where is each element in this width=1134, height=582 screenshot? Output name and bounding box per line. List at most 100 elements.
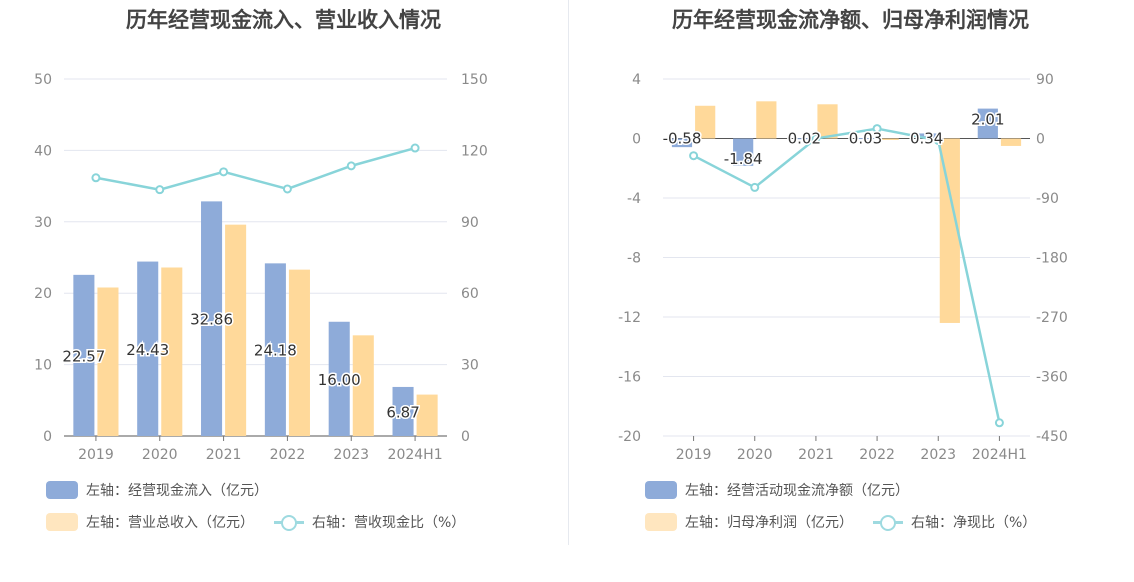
- x-axis-tick-label: 2020: [737, 447, 773, 463]
- legend-line-icon: [274, 513, 304, 531]
- x-axis-tick-label: 2019: [676, 447, 712, 463]
- legend-swatch-orange: [46, 513, 78, 531]
- x-axis-tick-label: 2021: [206, 447, 242, 463]
- legend-swatch-blue: [645, 481, 677, 499]
- right-legend-row-2: 左轴：归母净利润（亿元） 右轴：净现比（%）: [645, 512, 1056, 532]
- left-chart-panel: 历年经营现金流入、营业收入情况 0 0 10 30 20 60 30 90 40 120 50 150…: [34, 8, 488, 532]
- right-axis-tick-label: 30: [461, 358, 479, 374]
- right-axis-tick-label: -180: [1036, 251, 1068, 267]
- bar-primary: [977, 108, 998, 139]
- right-axis-tick-label: -90: [1036, 191, 1059, 207]
- bar-primary: [328, 321, 350, 436]
- bar-secondary: [695, 105, 716, 139]
- bar-secondary: [288, 269, 310, 436]
- line-point: [346, 161, 356, 171]
- left-axis-tick-label: -12: [618, 310, 641, 326]
- series-line: [95, 146, 416, 191]
- line-point: [155, 185, 165, 195]
- left-axis-tick-label: 4: [632, 72, 641, 88]
- legend-item[interactable]: 左轴：营业总收入（亿元）: [46, 512, 254, 532]
- legend-line-icon: [873, 513, 903, 531]
- left-axis-tick-label: 10: [34, 358, 52, 374]
- bar-secondary: [97, 287, 119, 436]
- line-point: [994, 418, 1004, 428]
- line-point: [750, 182, 760, 192]
- legend-item[interactable]: 左轴：归母净利润（亿元）: [645, 512, 853, 532]
- left-axis-tick-label: 0: [43, 429, 52, 445]
- right-chart-title: 历年经营现金流净额、归母净利润情况: [672, 8, 1029, 32]
- legend-item[interactable]: 右轴：净现比（%）: [873, 512, 1036, 532]
- right-axis-tick-label: 60: [461, 286, 479, 302]
- line-point: [933, 135, 943, 145]
- x-axis-tick-label: 2020: [142, 447, 178, 463]
- right-chart-svg: -20 -450 -16 -360 -12 -270 -8 -180 -4 -90 0 0 4 90 201…: [618, 72, 1068, 463]
- bar-primary: [73, 274, 95, 436]
- left-chart-svg: 0 0 10 30 20 60 30 90 40 120 50 150 2019 2020 2021 2022…: [34, 72, 488, 463]
- data-label: -1.84: [724, 150, 763, 168]
- bar-secondary: [416, 394, 438, 436]
- data-label: 24.18: [254, 342, 297, 360]
- bar-primary: [794, 138, 815, 140]
- left-legend-row-2: 左轴：营业总收入（亿元） 右轴：营收现金比（%）: [46, 512, 485, 532]
- legend-swatch-orange: [645, 513, 677, 531]
- right-axis-tick-label: -450: [1036, 429, 1068, 445]
- bar-secondary: [161, 267, 183, 436]
- right-legend-row-1: 左轴：经营活动现金流净额（亿元）: [645, 480, 929, 500]
- legend-item[interactable]: 右轴：营收现金比（%）: [274, 512, 465, 532]
- line-point: [410, 143, 420, 153]
- bar-primary: [201, 201, 223, 436]
- bar-secondary: [352, 335, 374, 436]
- left-axis-tick-label: -8: [627, 251, 641, 267]
- bar-secondary: [756, 101, 777, 139]
- bar-secondary: [878, 138, 899, 140]
- legend-label: 右轴：营收现金比（%）: [312, 515, 466, 531]
- data-label: 24.43: [126, 341, 169, 359]
- x-axis-tick-label: 2021: [798, 447, 834, 463]
- legend-item[interactable]: 左轴：经营活动现金流净额（亿元）: [645, 480, 909, 500]
- bar-primary: [671, 138, 693, 148]
- right-axis-tick-label: 90: [1036, 72, 1054, 88]
- panel-divider: [568, 0, 569, 545]
- bar-primary: [916, 133, 937, 139]
- legend-item[interactable]: 左轴：经营现金流入（亿元）: [46, 480, 268, 500]
- right-axis-tick-label: 0: [461, 429, 470, 445]
- right-axis-tick-label: 0: [1036, 132, 1045, 148]
- left-chart-title: 历年经营现金流入、营业收入情况: [126, 8, 441, 32]
- bar-secondary: [225, 224, 247, 436]
- right-axis-tick-label: -360: [1036, 370, 1068, 386]
- bar-primary: [137, 261, 159, 436]
- left-axis-tick-label: -20: [618, 429, 641, 445]
- x-axis-tick-label: 2023: [333, 447, 369, 463]
- legend-label: 左轴：经营现金流入（亿元）: [86, 483, 268, 499]
- right-axis-tick-label: 150: [461, 72, 488, 88]
- bar-primary: [855, 138, 876, 140]
- left-legend-row-1: 左轴：经营现金流入（亿元）: [46, 480, 288, 500]
- data-label: 2.01: [971, 111, 1004, 129]
- data-label: 0.02: [788, 130, 821, 148]
- data-label: 6.87: [386, 403, 419, 421]
- line-point: [91, 173, 101, 183]
- x-axis-tick-label: 2023: [920, 447, 956, 463]
- data-label: -0.58: [663, 130, 702, 148]
- left-axis-tick-label: 20: [34, 286, 52, 302]
- data-label: 0.34: [910, 130, 943, 148]
- line-point: [872, 124, 882, 134]
- data-label: 22.57: [62, 347, 105, 365]
- bar-secondary: [1000, 138, 1022, 146]
- line-point: [811, 134, 821, 143]
- left-axis-tick-label: 40: [34, 143, 52, 159]
- legend-label: 左轴：经营活动现金流净额（亿元）: [685, 483, 909, 499]
- left-axis-tick-label: -4: [627, 191, 641, 207]
- data-label: 16.00: [318, 371, 361, 389]
- bar-secondary: [817, 104, 838, 139]
- legend-label: 左轴：营业总收入（亿元）: [86, 515, 254, 531]
- x-axis-tick-label: 2019: [78, 447, 114, 463]
- left-axis-tick-label: 30: [34, 215, 52, 231]
- right-axis-tick-label: 120: [461, 143, 488, 159]
- x-axis-tick-label: 2022: [859, 447, 895, 463]
- data-label: 32.86: [190, 311, 233, 329]
- left-axis-tick-label: 0: [632, 132, 641, 148]
- bar-primary: [392, 386, 414, 436]
- right-axis-tick-label: 90: [461, 215, 479, 231]
